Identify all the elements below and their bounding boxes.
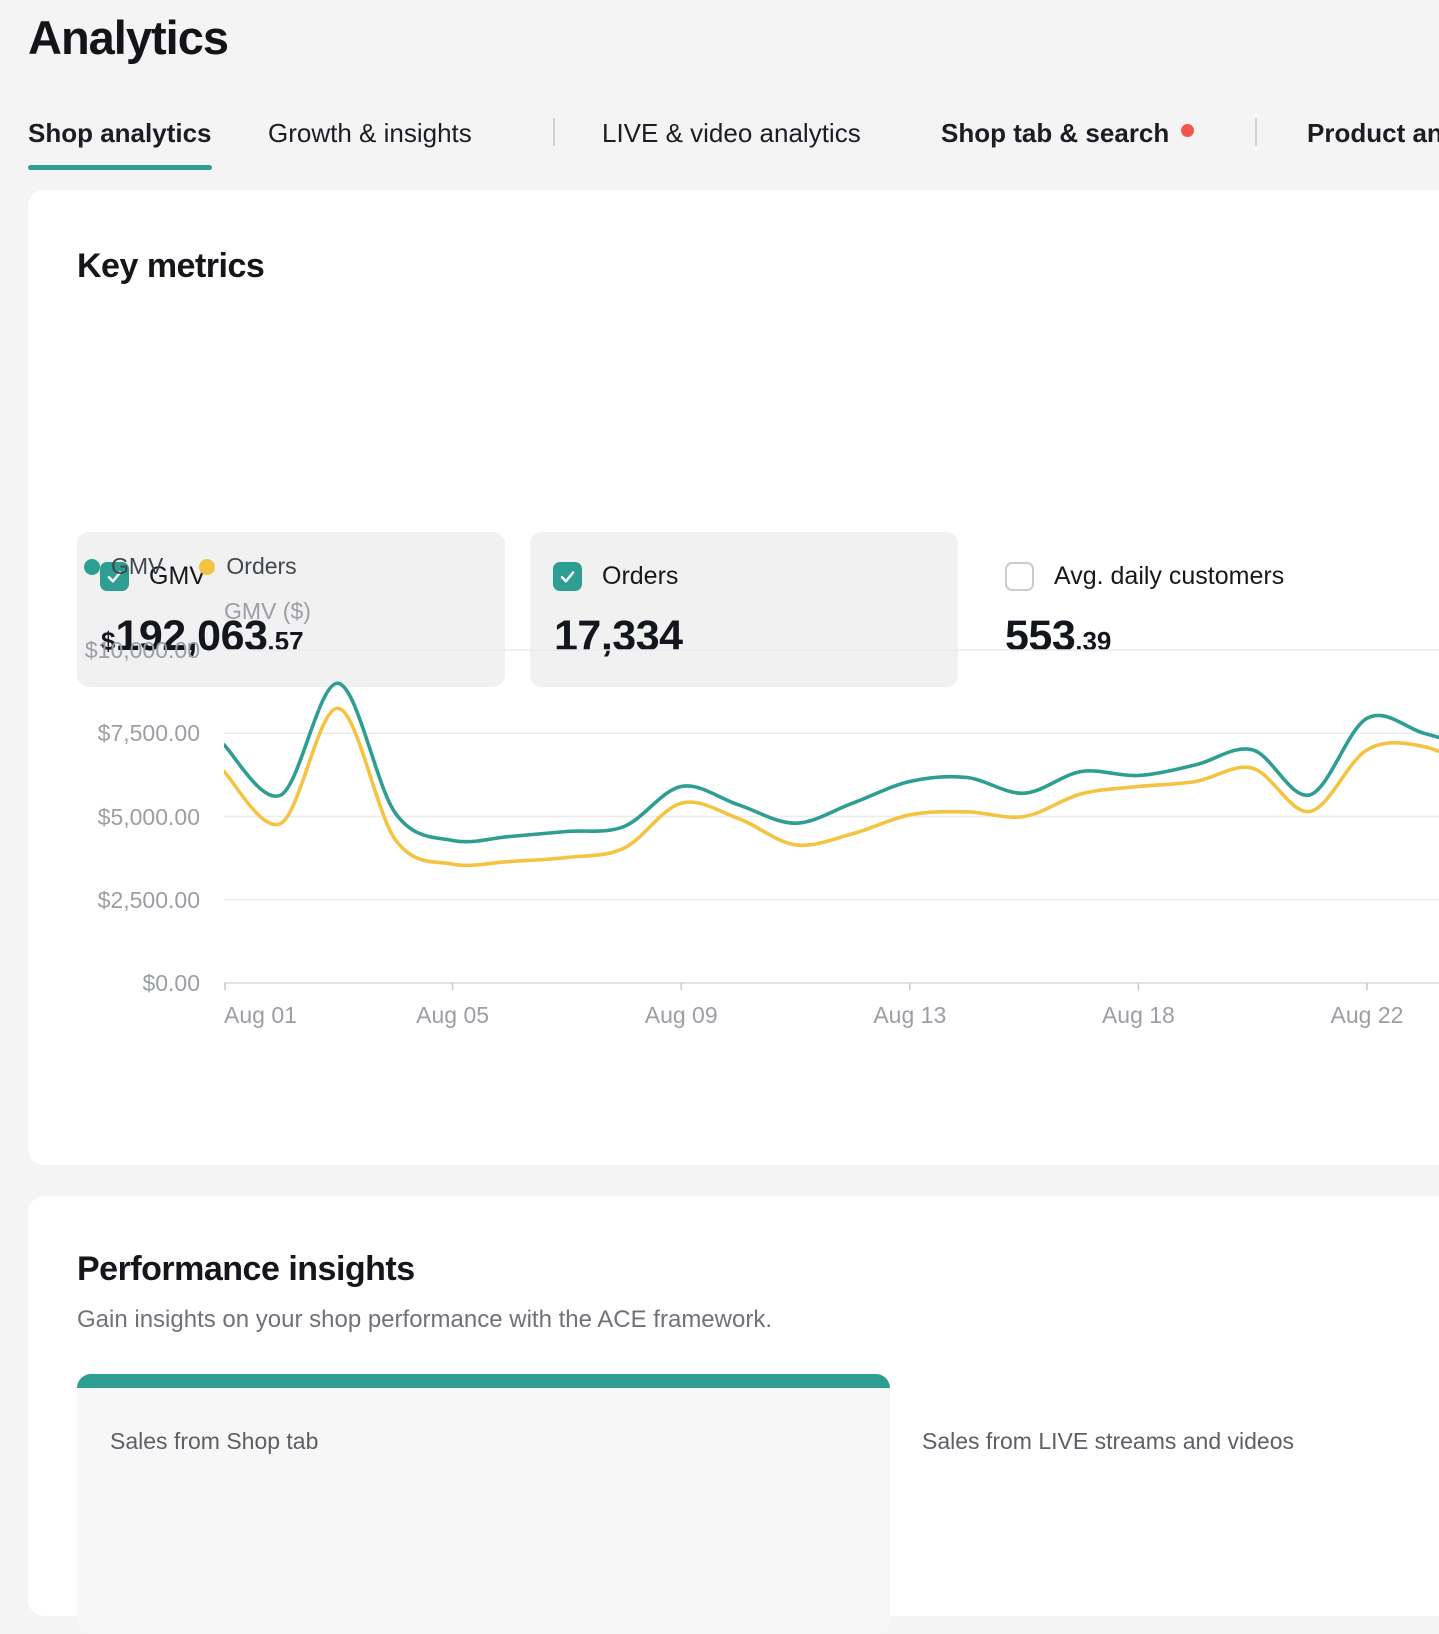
key-metrics-heading: Key metrics [77,247,265,285]
x-tick-label: Aug 13 [873,1002,947,1028]
insight-card-accent-bar [77,1374,890,1388]
tab-label: Growth & insights [268,117,472,148]
series-line-orders [224,706,1439,868]
tab-label: Product analytics [1307,117,1439,148]
tab-product-analytics[interactable]: Product analytics [1307,112,1439,154]
legend-label: Orders [226,553,297,579]
checkmark-icon [107,571,122,583]
metric-value: 553.39 [1005,612,1111,661]
metric-value: 17,334 [554,612,683,661]
legend-item-gmv[interactable]: GMV [84,553,163,580]
tab-shop-analytics[interactable]: Shop analytics [28,112,212,170]
performance-insights-heading: Performance insights [77,1250,415,1288]
avg-daily-customers-checkbox[interactable] [1005,562,1034,591]
y-tick-label: $7,500.00 [97,720,200,747]
metric-label: Orders [602,562,679,590]
x-tick-label: Aug 18 [1101,1002,1175,1028]
value-decimals: .57 [267,626,304,656]
y-tick-label: $10,000.00 [84,637,200,663]
x-tick-label: Aug 05 [416,1002,490,1028]
y-tick-label: $0.00 [142,970,200,996]
gmv-checkbox[interactable] [100,562,129,591]
tab-label: Shop tab & search [941,117,1170,148]
tab-shop-tab-search[interactable]: Shop tab & search [941,112,1195,154]
performance-insights-panel: Performance insights Gain insights on yo… [28,1196,1439,1634]
gmv-legend-dot-icon [84,558,100,575]
metric-value: $192,063.57 [101,612,304,661]
page-title: Analytics [28,11,229,64]
insight-live-title: Sales from LIVE streams and videos [922,1428,1294,1454]
orders-checkbox[interactable] [553,562,582,591]
checkmark-icon [560,571,575,583]
metric-label: GMV [149,562,206,590]
orders-legend-dot-icon [199,558,216,575]
key-metrics-panel: Key metrics GMV $192,063.57 [28,190,1439,1165]
tab-label: Shop analytics [28,117,212,148]
x-tick-label: Aug 01 [224,1002,297,1028]
metric-card-gmv[interactable]: GMV $192,063.57 [77,532,505,687]
metric-card-orders[interactable]: Orders 17,334 [530,532,958,687]
currency-prefix: $ [101,626,116,656]
tab-label: LIVE & video analytics [602,117,861,148]
value-main: 17,334 [554,612,683,660]
gmv-orders-line-chart[interactable] [224,645,1439,997]
y-axis-title: GMV ($) [224,598,311,624]
tab-separator [1255,118,1257,146]
x-tick-label: Aug 22 [1330,1002,1404,1028]
notification-dot-icon [1181,123,1195,137]
y-tick-label: $2,500.00 [97,886,200,913]
value-main: 192,063 [115,612,268,660]
metric-label: Avg. daily customers [1054,562,1285,590]
tab-growth-insights[interactable]: Growth & insights [268,112,472,154]
metric-avg-daily-customers[interactable]: Avg. daily customers 553.39 [1005,532,1425,687]
performance-insights-subtitle: Gain insights on your shop performance w… [77,1306,772,1333]
chart-legend: GMV Orders [84,553,333,580]
tab-live-video-analytics[interactable]: LIVE & video analytics [602,112,861,154]
insight-card-shop-tab[interactable]: Sales from Shop tab [77,1374,890,1634]
tab-separator [553,118,555,146]
value-main: 553 [1005,612,1076,660]
legend-item-orders[interactable]: Orders [199,553,297,580]
y-tick-label: $5,000.00 [97,803,200,830]
series-line-gmv [224,681,1439,844]
insight-card-title: Sales from Shop tab [110,1428,319,1454]
legend-label: GMV [111,553,164,579]
x-tick-label: Aug 09 [644,1002,718,1028]
value-decimals: .39 [1075,626,1112,656]
analytics-page: Analytics Shop analytics Growth & insigh… [28,11,1439,1616]
